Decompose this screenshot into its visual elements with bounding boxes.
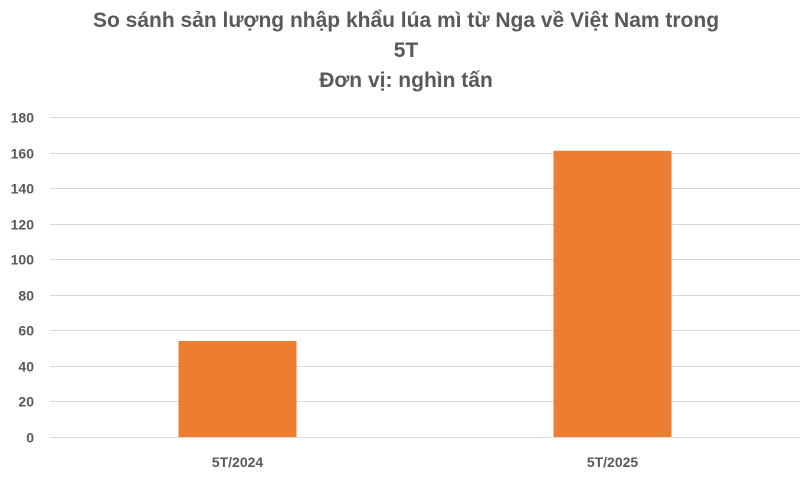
bar-5t-2024 — [178, 341, 297, 437]
y-tick-label: 120 — [11, 217, 35, 233]
chart-title: So sánh sản lượng nhập khẩu lúa mì từ Ng… — [0, 6, 812, 96]
x-axis-tick-labels: 5T/2024 5T/2025 — [212, 454, 639, 470]
y-tick-label: 0 — [26, 430, 34, 446]
y-tick-label: 20 — [18, 394, 34, 410]
y-tick-label: 140 — [11, 181, 35, 197]
chart-title-line-2: 5T — [393, 39, 419, 62]
gridlines — [50, 117, 800, 438]
chart-title-line-3: Đơn vị: nghìn tấn — [319, 69, 493, 92]
y-tick-label: 80 — [18, 288, 34, 304]
bar-5t-2025 — [553, 150, 672, 437]
y-tick-label: 160 — [11, 146, 35, 162]
y-tick-label: 60 — [18, 323, 34, 339]
chart-title-line-1: So sánh sản lượng nhập khẩu lúa mì từ Ng… — [92, 9, 720, 32]
x-tick-label: 5T/2025 — [587, 454, 639, 470]
y-axis-tick-labels: 0 20 40 60 80 100 120 140 160 180 — [11, 110, 35, 446]
y-tick-label: 40 — [18, 359, 34, 375]
x-tick-label: 5T/2024 — [212, 454, 264, 470]
y-tick-label: 100 — [11, 252, 35, 268]
y-tick-label: 180 — [11, 110, 35, 126]
bars — [178, 150, 672, 437]
